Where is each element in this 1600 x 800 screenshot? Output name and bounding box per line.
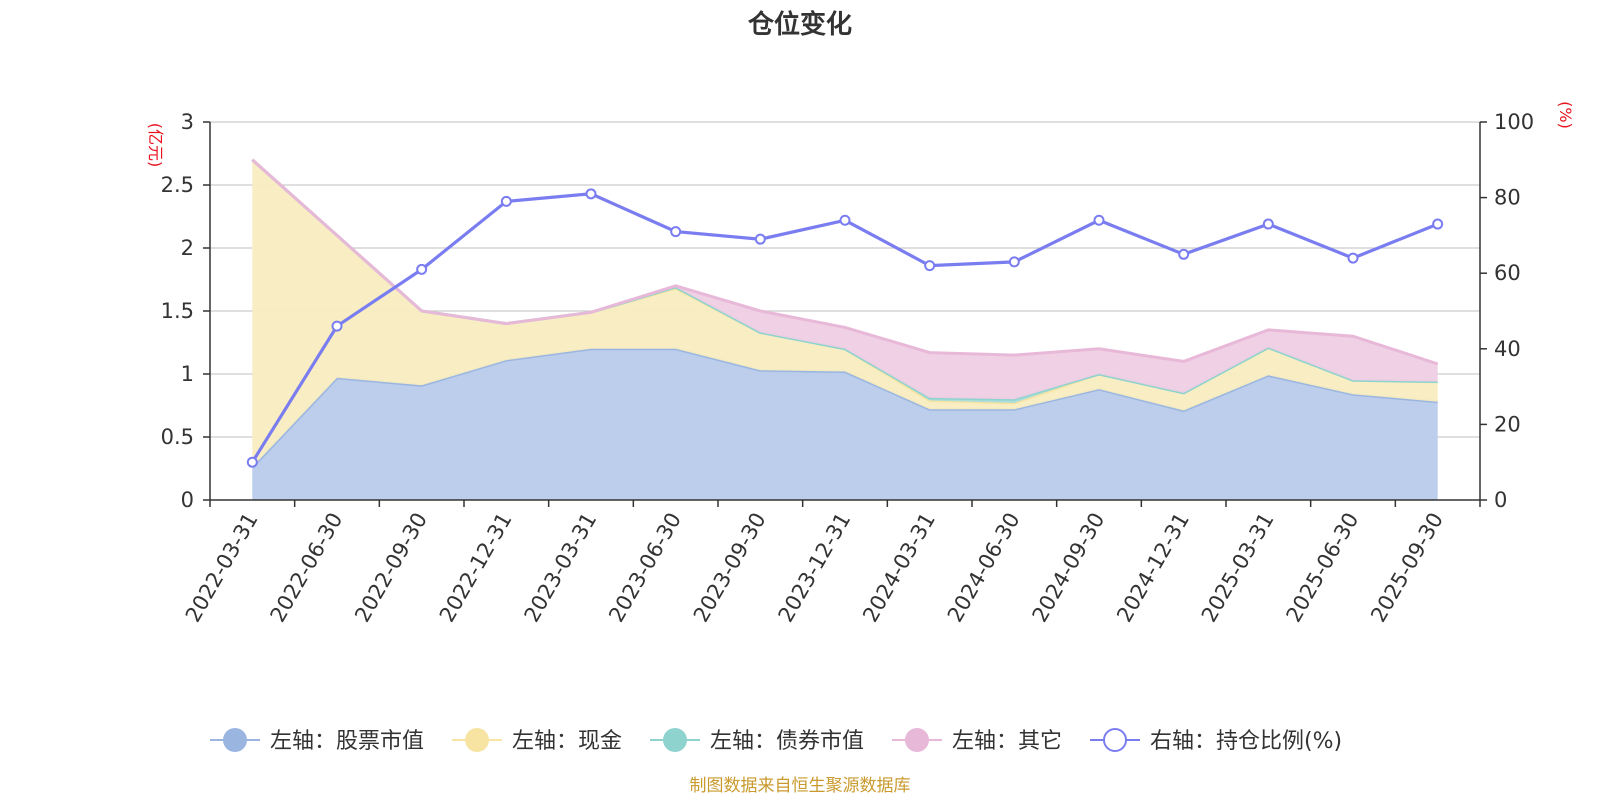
ratio-point xyxy=(754,233,766,245)
x-tick-label: 2023-12-31 xyxy=(774,509,856,627)
ratio-point xyxy=(331,320,343,332)
right-tick-label: 40 xyxy=(1494,337,1521,361)
left-tick-label: 3 xyxy=(181,110,194,134)
x-tick-label: 2022-09-30 xyxy=(350,508,432,626)
x-tick-label: 2024-06-30 xyxy=(943,508,1025,626)
data-source: 制图数据来自恒生聚源数据库 xyxy=(690,776,911,796)
x-tick-label: 2022-06-30 xyxy=(266,509,348,627)
legend-item-3: 左轴：其它 xyxy=(892,728,1062,754)
x-tick-label: 2024-12-31 xyxy=(1112,509,1194,627)
ratio-point xyxy=(1262,218,1274,230)
ratio-point xyxy=(1008,256,1020,268)
legend-marker xyxy=(465,728,489,752)
x-tick-label: 2023-06-30 xyxy=(604,509,686,627)
left-tick-label: 0.5 xyxy=(161,425,194,449)
x-tick-label: 2023-09-30 xyxy=(689,509,771,627)
ratio-point xyxy=(1347,252,1359,264)
x-tick-label: 2023-03-31 xyxy=(520,509,602,627)
legend-item-2: 左轴：债券市值 xyxy=(650,728,864,754)
ratio-point xyxy=(1178,248,1190,260)
ratio-point xyxy=(500,195,512,207)
left-tick-label: 1 xyxy=(181,362,194,386)
legend-marker xyxy=(905,728,929,752)
ratio-point xyxy=(1093,214,1105,226)
right-axis-unit: (%) xyxy=(1556,101,1575,129)
ratio-point xyxy=(924,260,936,272)
ratio-point xyxy=(1432,218,1444,230)
ratio-point xyxy=(670,226,682,238)
area-series-0 xyxy=(252,348,1438,500)
right-tick-label: 60 xyxy=(1494,261,1521,285)
area-series-1 xyxy=(252,159,1438,468)
legend-label: 左轴：现金 xyxy=(512,729,622,754)
x-tick-label: 2024-03-31 xyxy=(858,509,940,627)
left-tick-label: 1.5 xyxy=(161,299,194,323)
ratio-point xyxy=(246,456,258,468)
legend-item-4: 右轴：持仓比例(%) xyxy=(1090,728,1342,754)
chart-title: 仓位变化 xyxy=(747,9,852,40)
left-tick-label: 0 xyxy=(181,488,194,512)
ratio-point xyxy=(585,188,597,200)
left-tick-label: 2.5 xyxy=(161,173,194,197)
x-tick-label: 2022-12-31 xyxy=(435,509,517,627)
right-tick-label: 80 xyxy=(1494,186,1521,210)
legend-marker xyxy=(663,728,687,752)
ratio-point xyxy=(416,263,428,275)
right-tick-label: 100 xyxy=(1494,110,1534,134)
right-tick-label: 20 xyxy=(1494,412,1521,436)
legend-label: 右轴：持仓比例(%) xyxy=(1150,729,1342,754)
legend-label: 左轴：债券市值 xyxy=(710,729,864,754)
legend-item-1: 左轴：现金 xyxy=(452,728,622,754)
x-tick-label: 2025-09-30 xyxy=(1366,509,1448,627)
legend-label: 左轴：其它 xyxy=(952,729,1062,754)
x-tick-label: 2022-03-31 xyxy=(181,509,263,627)
x-tick-label: 2025-06-30 xyxy=(1282,509,1364,627)
ratio-point xyxy=(839,214,851,226)
left-tick-label: 2 xyxy=(181,236,194,260)
legend-label: 左轴：股票市值 xyxy=(270,729,424,754)
ratio-line xyxy=(246,188,1444,468)
legend-marker xyxy=(1103,728,1127,752)
right-tick-label: 0 xyxy=(1494,488,1507,512)
stacked-areas xyxy=(251,158,1439,500)
x-tick-label: 2025-03-31 xyxy=(1197,509,1279,627)
legend: 左轴：股票市值 左轴：现金 左轴：债券市值 左轴：其它 右轴：持仓比例(%) xyxy=(210,728,1342,754)
area-edge-series-3 xyxy=(251,158,1439,366)
left-axis-unit: (亿元) xyxy=(146,123,165,168)
x-tick-label: 2024-09-30 xyxy=(1028,509,1110,627)
legend-marker xyxy=(223,728,247,752)
legend-item-0: 左轴：股票市值 xyxy=(210,728,424,754)
